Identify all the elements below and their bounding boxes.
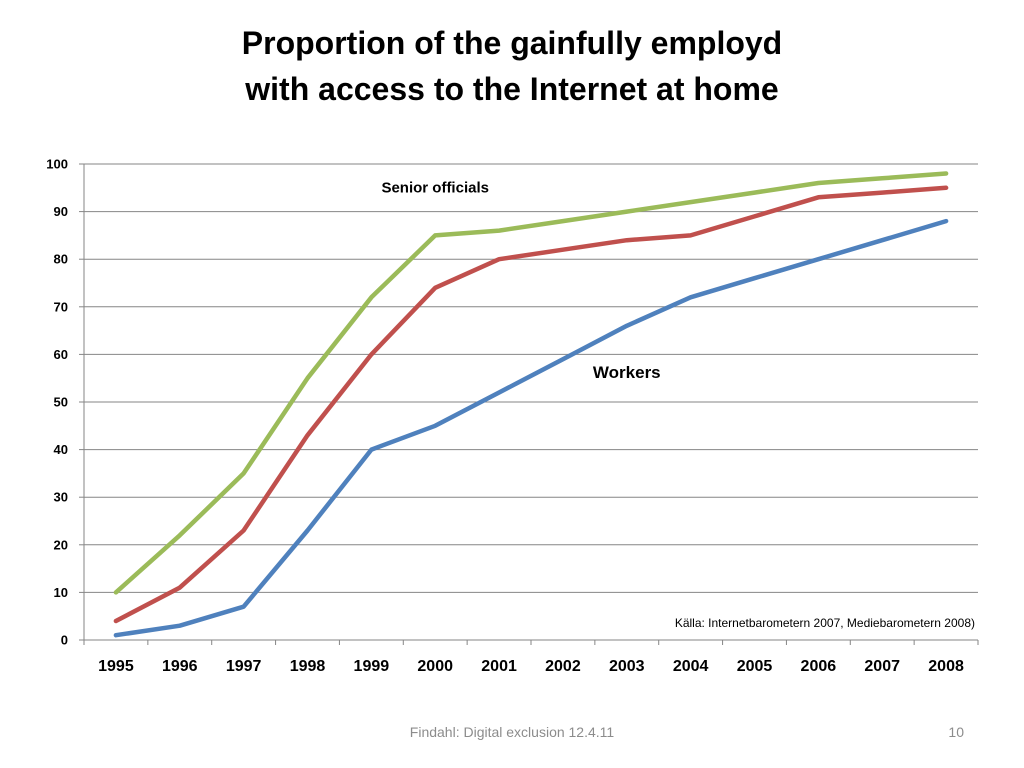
- y-tick-label-100: 100: [46, 157, 68, 172]
- y-tick-label-50: 50: [54, 395, 68, 410]
- axes: [79, 163, 979, 645]
- y-tick-label-80: 80: [54, 252, 68, 267]
- source-note: Källa: Internetbarometern 2007, Mediebar…: [675, 616, 975, 630]
- annotation-1: Workers: [593, 363, 661, 382]
- y-tick-label-10: 10: [54, 585, 68, 600]
- x-tick-label-2001: 2001: [481, 658, 517, 675]
- slide-title-line-1: Proportion of the gainfully employd: [241, 25, 783, 61]
- y-tick-label-40: 40: [54, 442, 68, 457]
- x-tick-label-2008: 2008: [928, 658, 964, 675]
- x-tick-label-2007: 2007: [864, 658, 900, 675]
- x-tick-label-1997: 1997: [226, 658, 262, 675]
- y-tick-label-70: 70: [54, 299, 68, 314]
- footer-text: Findahl: Digital exclusion 12.4.11: [409, 724, 615, 740]
- x-tick-labels: 1995 1996 1997 1998 1999 2000 2001 2002 2003 2004…: [98, 658, 964, 675]
- x-tick-label-2002: 2002: [545, 658, 581, 675]
- slide-title-line-2: with access to the Internet at home: [245, 71, 779, 107]
- y-tick-label-60: 60: [54, 347, 68, 362]
- x-tick-label-2005: 2005: [737, 658, 773, 675]
- x-tick-label-1996: 1996: [162, 658, 198, 675]
- x-tick-label-1999: 1999: [354, 658, 390, 675]
- x-tick-label-2004: 2004: [673, 658, 709, 675]
- y-tick-label-0: 0: [61, 633, 68, 648]
- series-line-blue: [113, 218, 949, 638]
- y-tick-labels: 0 10 20 30 40 50 60 70 80 90 100: [46, 157, 68, 648]
- annotations: Senior officials Workers: [381, 180, 660, 383]
- series-line-green: [113, 171, 949, 595]
- page-number: 10: [948, 724, 964, 740]
- y-tick-label-90: 90: [54, 204, 68, 219]
- y-tick-label-30: 30: [54, 490, 68, 505]
- x-tick-label-2000: 2000: [417, 658, 453, 675]
- x-tick-label-2006: 2006: [801, 658, 837, 675]
- series-line-red: [113, 185, 949, 624]
- x-tick-label-2003: 2003: [609, 658, 645, 675]
- x-tick-label-1998: 1998: [290, 658, 326, 675]
- y-tick-label-20: 20: [54, 537, 68, 552]
- gridlines: [84, 163, 978, 593]
- series-lines: [113, 171, 949, 638]
- x-tick-label-1995: 1995: [98, 658, 134, 675]
- annotation-0: Senior officials: [381, 180, 489, 197]
- slide-title: Proportion of the gainfully employd with…: [0, 20, 1024, 112]
